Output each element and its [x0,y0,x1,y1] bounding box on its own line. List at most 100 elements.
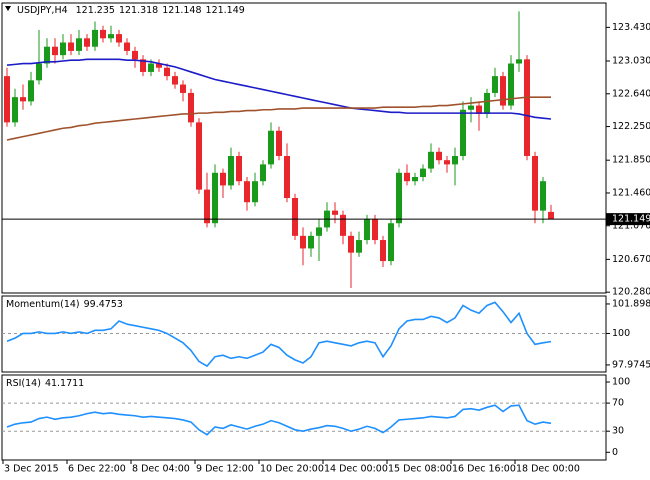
x-tick-label: 9 Dec 12:00 [196,464,254,475]
panel-frame [1,295,607,373]
y-tick-label: 30 [612,426,624,437]
menu-icon [5,6,11,11]
candle-body [404,172,410,182]
candle-body [220,172,226,186]
candle-body [284,155,290,199]
candle-body [196,122,202,190]
candle-body [12,97,18,123]
y-tick-label: 123.030 [612,56,650,67]
candle-body [308,235,314,249]
candle-body [28,80,34,102]
candle-body [84,38,90,47]
y-tick-label: 122.640 [612,88,650,99]
candle-body [388,223,394,262]
indicator-line [6,58,552,120]
candle-body [100,29,106,39]
candle-body [148,63,154,72]
candle-body [460,109,466,156]
candle-body [356,240,362,253]
panel-frame [1,374,607,461]
x-tick-label: 18 Dec 00:00 [516,464,580,475]
chart-header: USDJPY,H4 121.235 121.318 121.148 121.149 [17,5,245,16]
candle-body [468,105,474,110]
candle-body [212,172,218,224]
high-value: 121.318 [119,5,158,16]
candle-body [52,46,58,56]
x-tick-label: 16 Dec 16:00 [452,464,516,475]
momentum-title: Momentum(14) [6,299,80,310]
candle-body [228,155,234,186]
candle-body [500,76,506,106]
candle-body [372,219,378,241]
candle-body [444,160,450,165]
candle-body [300,235,306,249]
candle-body [36,63,42,81]
candle-body [188,92,194,123]
x-tick-label: 15 Dec 08:00 [388,464,452,475]
y-tick-label: 97.9745 [612,359,650,370]
rsi-title: RSI(14) [6,378,41,389]
candle-body [236,155,242,182]
candle-body [484,92,490,114]
y-tick-label: 123.430 [612,22,650,33]
price-label: 121.149 [612,214,650,225]
candle-body [492,76,498,93]
candle-body [316,227,322,236]
candle-body [292,198,298,236]
candle-body [172,76,178,85]
y-tick-label: 0 [612,447,618,458]
candle-body [252,181,258,203]
candle-body [156,63,162,68]
y-tick-label: 121.460 [612,187,650,198]
price-label-box [606,213,650,226]
candle-body [204,189,210,224]
candle-body [68,42,74,51]
y-tick-label: 122.250 [612,121,650,132]
candle-body [532,155,538,211]
x-tick-label: 10 Dec 20:00 [260,464,324,475]
panel-frame [1,2,607,294]
rsi-header: RSI(14) 41.1711 [6,378,84,389]
candle-body [180,84,186,93]
candle-body [164,67,170,77]
y-tick-label: 101.8989 [612,298,650,309]
candle-body [260,164,266,182]
candle-body [412,177,418,182]
candle-body [276,130,282,156]
y-tick-label: 120.280 [612,287,650,298]
candle-body [428,151,434,169]
candle-body [548,211,554,220]
candle-body [76,38,82,51]
candle-body [524,59,530,156]
y-tick-label: 100 [612,328,630,339]
x-tick-label: 6 Dec 22:00 [68,464,126,475]
close-value: 121.149 [206,5,245,16]
candle-body [436,151,442,161]
y-tick-label: 120.670 [612,254,650,265]
candle-body [420,168,426,177]
momentum-value: 99.4753 [84,299,123,310]
candle-body [108,34,114,39]
candle-body [364,219,370,241]
candle-body [124,42,130,51]
candle-body [540,181,546,211]
candle-body [476,105,482,114]
momentum-header: Momentum(14) 99.4753 [6,299,123,310]
candle-body [508,63,514,106]
candle-body [140,59,146,72]
y-tick-label: 70 [612,398,624,409]
y-tick-label: 121.070 [612,220,650,231]
x-tick-label: 8 Dec 04:00 [132,464,190,475]
y-tick-label: 100 [612,377,630,388]
candle-body [380,240,386,262]
x-tick-label: 14 Dec 00:00 [324,464,388,475]
x-tick-label: 3 Dec 2015 [4,464,59,475]
low-value: 121.148 [162,5,201,16]
candle-body [20,97,26,102]
candle-body [4,76,10,123]
candle-body [332,210,338,215]
candle-body [348,235,354,253]
candle-body [244,181,250,203]
